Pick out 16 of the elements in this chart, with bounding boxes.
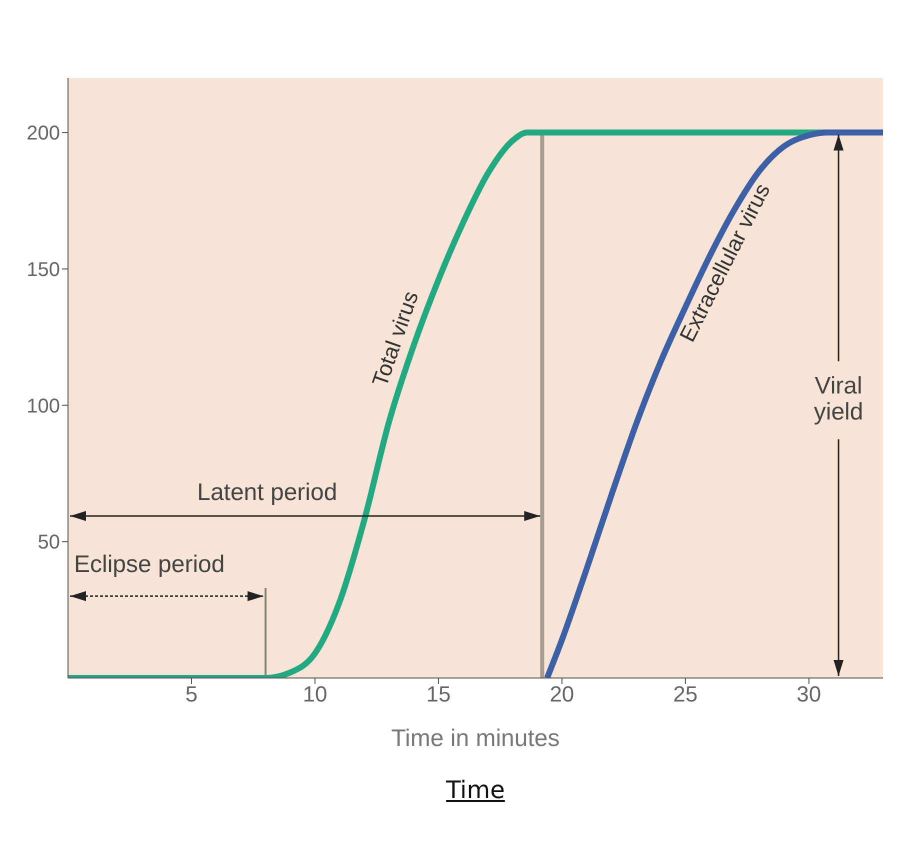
y-tick-label: 150 xyxy=(26,259,60,282)
x-tick-label: 5 xyxy=(185,682,198,707)
x-tick-label: 10 xyxy=(302,682,328,707)
text: Total virus xyxy=(367,288,424,390)
annotation: Eclipse period xyxy=(74,551,225,578)
y-tick-label: 100 xyxy=(26,395,60,418)
x-tick-label: 15 xyxy=(426,682,451,707)
annotation: Viral yield xyxy=(814,372,864,426)
x-tick-label: 30 xyxy=(796,682,822,707)
x-tick-label: 25 xyxy=(673,682,698,707)
y-tick-label: 200 xyxy=(26,122,60,145)
y-tick-label: 50 xyxy=(38,532,60,554)
x-tick-label: 20 xyxy=(550,682,574,707)
annotation: Latent period xyxy=(197,479,338,506)
x-axis-title: Time in minutes xyxy=(391,725,560,752)
text: Time xyxy=(445,776,506,804)
